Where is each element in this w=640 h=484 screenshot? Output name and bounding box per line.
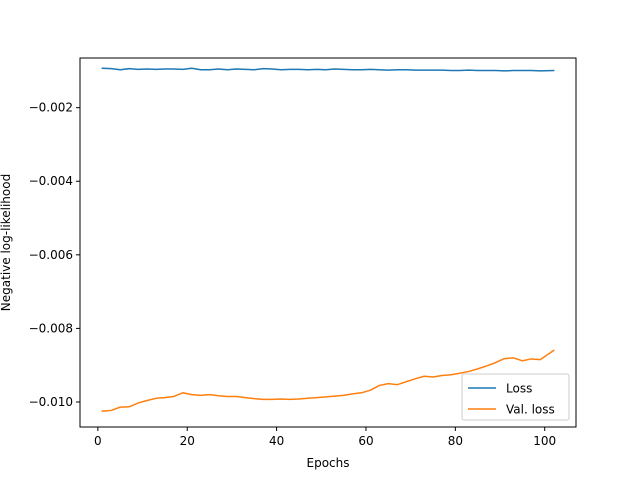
axes-layer — [79, 57, 577, 428]
series-line-loss — [101, 67, 555, 72]
legend-label: Val. loss — [506, 403, 555, 417]
y-axis-label: Negative log-likelihood — [0, 174, 13, 311]
x-tick-label: 80 — [448, 434, 463, 448]
y-tick-label: −0.008 — [29, 321, 73, 335]
y-tick-label: −0.006 — [29, 248, 73, 262]
plot-area-frame — [79, 57, 577, 428]
y-tick-label: −0.010 — [29, 395, 73, 409]
x-axis-ticks: 0 20 40 60 80 100 — [94, 427, 556, 448]
legend-label: Loss — [506, 382, 532, 396]
x-tick-label: 20 — [180, 434, 195, 448]
series-layer — [101, 67, 555, 412]
series-line-val-loss — [101, 349, 555, 412]
x-tick-label: 100 — [533, 434, 556, 448]
legend: Loss Val. loss — [461, 373, 570, 421]
x-tick-label: 0 — [94, 434, 102, 448]
y-axis-ticks: −0.010 −0.008 −0.006 −0.004 −0.002 — [29, 101, 80, 409]
y-tick-label: −0.002 — [29, 101, 73, 115]
x-tick-label: 40 — [269, 434, 284, 448]
x-tick-label: 60 — [358, 434, 373, 448]
x-axis-label: Epochs — [307, 456, 350, 470]
y-tick-label: −0.004 — [29, 174, 73, 188]
